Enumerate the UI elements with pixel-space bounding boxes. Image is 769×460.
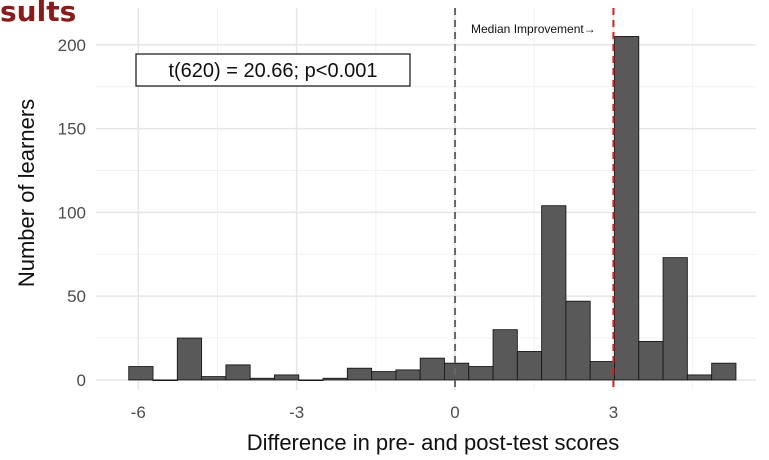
y-tick-label: 0 bbox=[77, 371, 86, 390]
histogram-bar bbox=[419, 357, 445, 381]
slide-heading: sults bbox=[0, 0, 77, 28]
y-tick-label: 50 bbox=[67, 287, 86, 306]
stat-box: t(620) = 20.66; p<0.001 bbox=[135, 53, 411, 87]
histogram-bar bbox=[128, 366, 154, 381]
histogram-bar bbox=[274, 374, 300, 381]
x-tick-label: 0 bbox=[450, 403, 459, 422]
y-tick-label: 150 bbox=[58, 120, 86, 139]
median-improvement-label: Median Improvement→ bbox=[471, 22, 596, 36]
tick-labels: -6 -3 0 3 0 50 100 150 200 bbox=[58, 36, 619, 422]
histogram-bar bbox=[662, 257, 688, 381]
stat-box-frame bbox=[135, 53, 411, 87]
histogram-bar bbox=[201, 376, 227, 381]
x-axis-title: Difference in pre- and post-test scores bbox=[247, 430, 620, 455]
reference-lines bbox=[454, 8, 615, 390]
histogram-bar bbox=[225, 364, 251, 381]
histogram-bar bbox=[468, 366, 494, 381]
x-tick-label: -6 bbox=[131, 403, 146, 422]
histogram-bar bbox=[444, 362, 470, 381]
histogram-bar bbox=[589, 361, 615, 381]
histogram-bar bbox=[541, 205, 567, 381]
histogram-bar bbox=[371, 371, 397, 381]
y-axis-title: Number of learners bbox=[14, 99, 39, 287]
histogram-bar bbox=[298, 379, 324, 381]
bar-layer bbox=[128, 36, 737, 381]
histogram-bar bbox=[711, 362, 737, 381]
histogram-bar bbox=[346, 367, 373, 381]
histogram-bar bbox=[152, 379, 178, 381]
histogram-bar bbox=[395, 369, 421, 381]
y-tick-label: 100 bbox=[58, 203, 86, 222]
histogram-bar bbox=[249, 377, 275, 381]
histogram-bar bbox=[565, 300, 591, 381]
histogram-bar bbox=[322, 377, 348, 381]
histogram-bar bbox=[614, 36, 640, 381]
y-tick-label: 200 bbox=[58, 36, 86, 55]
x-tick-label: -3 bbox=[289, 403, 304, 422]
histogram-bar bbox=[492, 329, 518, 381]
histogram-bar bbox=[638, 340, 664, 381]
x-tick-label: 3 bbox=[609, 403, 618, 422]
histogram-bar bbox=[686, 374, 713, 381]
histogram-bar bbox=[516, 351, 543, 381]
histogram-bar bbox=[176, 337, 203, 381]
stat-box-text: t(620) = 20.66; p<0.001 bbox=[168, 60, 377, 82]
